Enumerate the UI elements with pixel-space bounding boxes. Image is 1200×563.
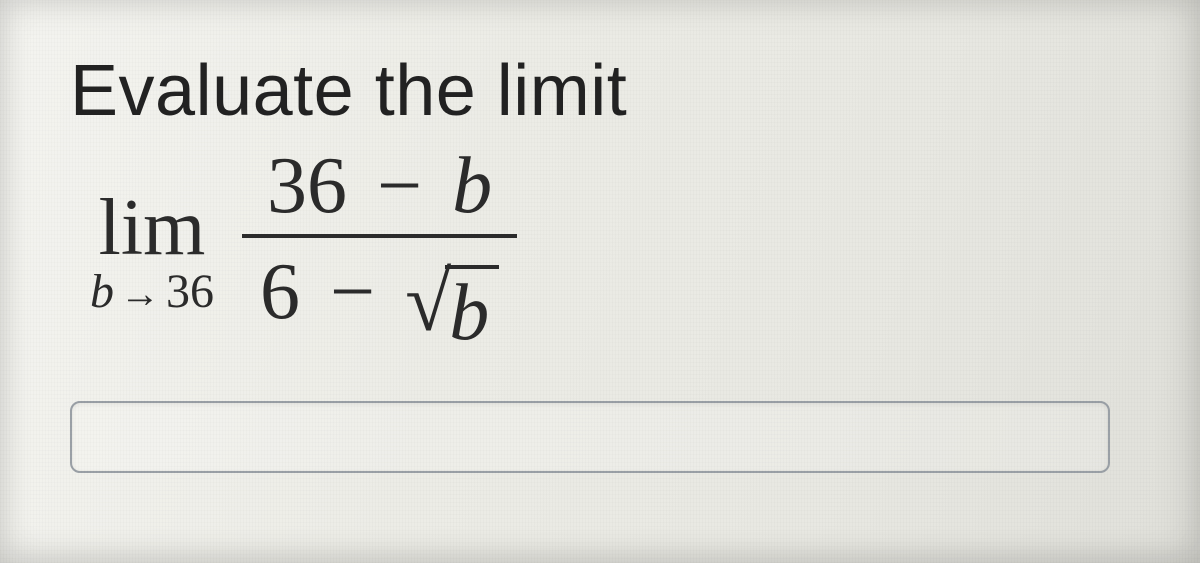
fraction-denominator: 6 − √ b (242, 248, 517, 361)
numerator-variable: b (452, 142, 492, 230)
square-root: √ b (405, 257, 499, 357)
limit-keyword: lim (99, 188, 206, 268)
fraction-bar (242, 234, 517, 238)
limit-expression: lim b → 36 36 − b 6 − √ b (90, 142, 1130, 361)
limit-variable: b (90, 268, 114, 316)
fraction: 36 − b 6 − √ b (242, 142, 517, 361)
limit-operator-block: lim b → 36 (90, 188, 214, 316)
radical-icon: √ (405, 269, 451, 336)
arrow-icon: → (120, 274, 160, 314)
fraction-numerator: 36 − b (249, 142, 510, 230)
limit-approach-value: 36 (166, 268, 214, 316)
minus-icon: − (330, 252, 375, 332)
limit-subscript: b → 36 (90, 268, 214, 316)
radicand-variable: b (445, 265, 499, 357)
minus-icon: − (377, 146, 422, 226)
answer-input[interactable] (70, 401, 1110, 473)
prompt-text: Evaluate the limit (70, 50, 1130, 132)
numerator-constant: 36 (267, 142, 347, 230)
denominator-constant: 6 (260, 248, 300, 336)
